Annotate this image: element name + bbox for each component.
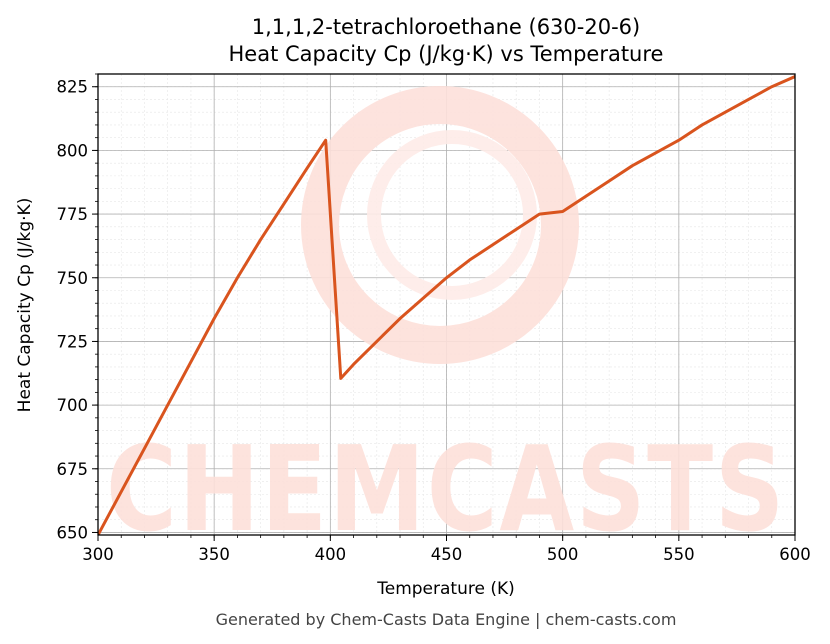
y-tick-label: 825 xyxy=(57,78,89,97)
y-tick-label: 650 xyxy=(57,523,89,542)
x-axis: 300 350 400 450 500 550 600 xyxy=(82,535,811,564)
x-tick-label: 400 xyxy=(315,545,347,564)
x-tick-label: 350 xyxy=(198,545,230,564)
x-tick-label: 550 xyxy=(663,545,695,564)
x-tick-label: 600 xyxy=(779,545,811,564)
y-tick-label: 775 xyxy=(57,205,89,224)
series-line xyxy=(98,75,795,535)
y-tick-label: 800 xyxy=(57,141,89,160)
y-axis: 650 675 700 725 750 775 800 825 xyxy=(57,73,98,542)
x-tick-label: 450 xyxy=(431,545,463,564)
y-axis-label: Heat Capacity Cp (J/kg·K) xyxy=(15,198,35,413)
chart-title-line2: Heat Capacity Cp (J/kg·K) vs Temperature xyxy=(229,42,664,66)
y-tick-label: 750 xyxy=(57,269,89,288)
y-tick-label: 700 xyxy=(57,396,89,415)
x-axis-label: Temperature (K) xyxy=(376,579,515,599)
x-tick-label: 500 xyxy=(547,545,579,564)
y-tick-label: 725 xyxy=(57,332,89,351)
footer-credit: Generated by Chem-Casts Data Engine | ch… xyxy=(216,610,677,629)
y-tick-label: 675 xyxy=(57,460,89,479)
chart-title-line1: 1,1,1,2-tetrachloroethane (630-20-6) xyxy=(252,15,640,39)
plot-area: CHEMCASTS xyxy=(97,73,796,558)
x-tick-label: 300 xyxy=(82,545,114,564)
